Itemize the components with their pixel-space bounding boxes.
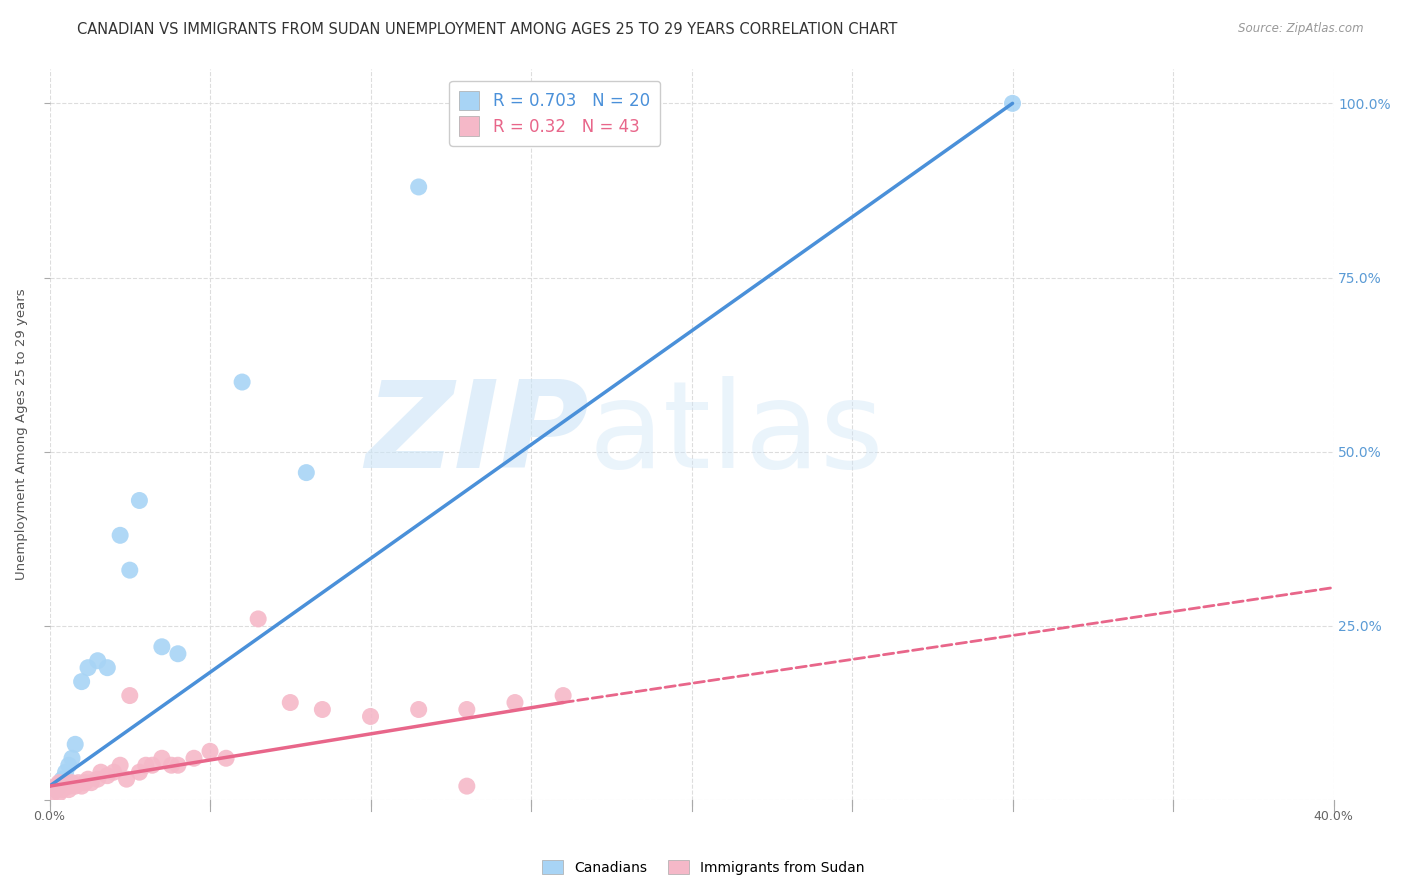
Point [96, 769, 118, 783]
Point [55, 765, 77, 780]
Point [1001, 96, 1024, 111]
Legend: R = 0.703   N = 20, R = 0.32   N = 43: R = 0.703 N = 20, R = 0.32 N = 43 [450, 80, 659, 145]
Point [553, 689, 575, 703]
Point [70, 674, 93, 689]
Point [503, 696, 526, 710]
Y-axis label: Unemployment Among Ages 25 to 29 years: Unemployment Among Ages 25 to 29 years [15, 288, 28, 580]
Point [183, 751, 205, 765]
Point [77, 772, 100, 787]
Point [45, 782, 67, 797]
Point [278, 696, 301, 710]
Point [58, 758, 80, 772]
Point [456, 702, 478, 716]
Point [150, 751, 173, 765]
Point [141, 758, 163, 772]
Point [51, 779, 73, 793]
Point [115, 772, 138, 787]
Point [150, 640, 173, 654]
Point [70, 779, 93, 793]
Point [408, 180, 430, 194]
Point [456, 779, 478, 793]
Point [103, 765, 125, 780]
Point [90, 765, 112, 780]
Point [231, 375, 253, 389]
Point [118, 689, 141, 703]
Point [51, 772, 73, 787]
Point [167, 758, 190, 772]
Point [167, 647, 190, 661]
Point [63, 779, 86, 793]
Point [408, 702, 430, 716]
Point [86, 772, 108, 787]
Point [215, 751, 238, 765]
Point [73, 775, 96, 789]
Point [135, 758, 157, 772]
Point [48, 786, 70, 800]
Point [55, 779, 77, 793]
Point [67, 775, 90, 789]
Text: Source: ZipAtlas.com: Source: ZipAtlas.com [1239, 22, 1364, 36]
Point [45, 782, 67, 797]
Point [60, 775, 83, 789]
Point [118, 563, 141, 577]
Point [108, 758, 131, 772]
Point [77, 661, 100, 675]
Text: CANADIAN VS IMMIGRANTS FROM SUDAN UNEMPLOYMENT AMONG AGES 25 TO 29 YEARS CORRELA: CANADIAN VS IMMIGRANTS FROM SUDAN UNEMPL… [77, 22, 897, 37]
Point [108, 528, 131, 542]
Legend: Canadians, Immigrants from Sudan: Canadians, Immigrants from Sudan [536, 855, 870, 880]
Point [60, 751, 83, 765]
Point [86, 654, 108, 668]
Point [295, 466, 318, 480]
Text: atlas: atlas [589, 376, 884, 492]
Point [58, 782, 80, 797]
Point [247, 612, 270, 626]
Point [55, 775, 77, 789]
Point [360, 709, 382, 723]
Point [58, 779, 80, 793]
Point [311, 702, 333, 716]
Point [80, 775, 103, 789]
Point [128, 493, 150, 508]
Text: ZIP: ZIP [366, 376, 589, 492]
Point [160, 758, 183, 772]
Point [42, 786, 65, 800]
Point [63, 737, 86, 751]
Point [198, 744, 221, 758]
Point [51, 782, 73, 797]
Point [96, 661, 118, 675]
Point [128, 765, 150, 780]
Point [48, 779, 70, 793]
Point [48, 775, 70, 789]
Point [45, 779, 67, 793]
